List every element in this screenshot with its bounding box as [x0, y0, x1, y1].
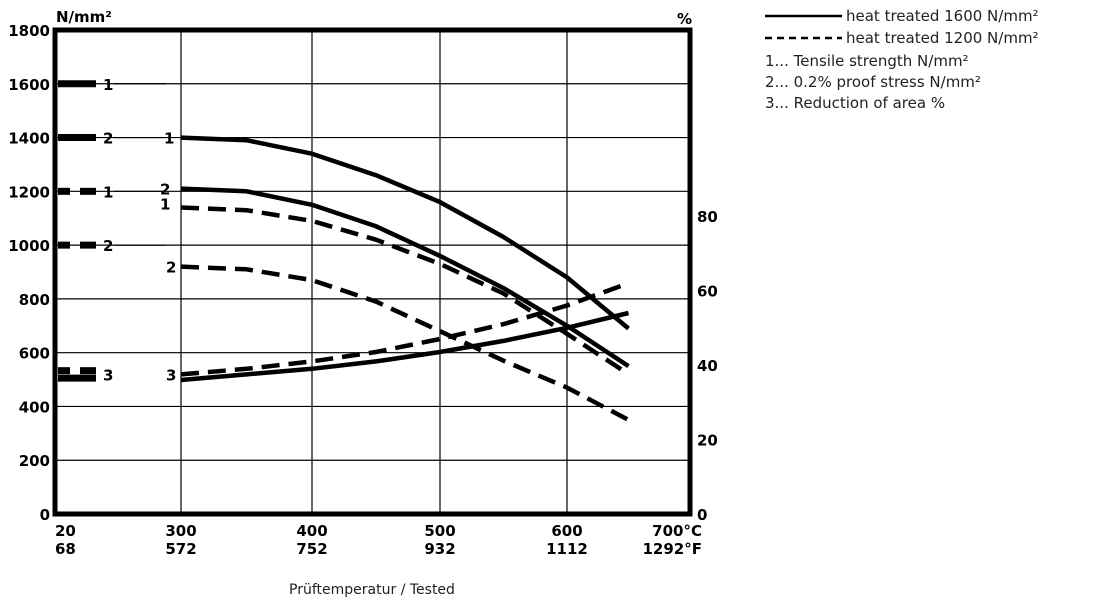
legend-key-2: 2... 0.2% proof stress N/mm²: [765, 73, 981, 91]
y-right-tick-label: 0: [697, 506, 707, 524]
x-tick-label-celsius: 20: [55, 522, 76, 540]
curve-label: 1: [160, 195, 170, 213]
x-tick-label-celsius: 600: [551, 522, 582, 540]
curve-label: 2: [166, 259, 176, 277]
x-tick-label-celsius: 700°C: [652, 522, 702, 540]
x-tick-label-fahrenheit: 752: [296, 540, 327, 558]
y-left-tick-label: 800: [19, 291, 50, 309]
x-tick-label-fahrenheit: 68: [55, 540, 76, 558]
y-left-tick-label: 600: [19, 345, 50, 363]
y-left-tick-label: 400: [19, 398, 50, 416]
room-temp-label: 3: [103, 366, 113, 384]
room-temp-label: 2: [103, 130, 113, 148]
room-temp-label: 1: [103, 183, 113, 201]
y-right-tick-label: 60: [697, 283, 718, 301]
series-line-1-dashed: [180, 205, 630, 377]
y-right-tick-label: 40: [697, 357, 718, 375]
room-temp-label: 1: [103, 76, 113, 94]
y-left-tick-label: 1200: [8, 183, 50, 201]
curve-label: 1: [164, 130, 174, 148]
plot-frame: [52, 27, 693, 517]
x-tick-label-fahrenheit: 1292°F: [643, 540, 703, 558]
legend: heat treated 1600 N/mm² heat treated 120…: [765, 7, 1039, 112]
series-line-2-solid: [180, 186, 630, 368]
x-tick-label-fahrenheit: 932: [424, 540, 455, 558]
y-left-tick-label: 1000: [8, 237, 50, 255]
y-left-tick-label: 1600: [8, 76, 50, 94]
series-line-3-dashed: [180, 281, 630, 377]
y-left-tick-label: 1400: [8, 130, 50, 148]
legend-key-3: 3... Reduction of area %: [765, 94, 945, 112]
x-tick-label-celsius: 500: [424, 522, 455, 540]
y-left-tick-label: 200: [19, 452, 50, 470]
series-group: [58, 80, 630, 422]
series-line-2-dashed: [180, 264, 630, 422]
x-tick-label-celsius: 400: [296, 522, 327, 540]
y-left-tick-label: 1800: [8, 22, 50, 40]
tick-labels: 0200400600800100012001400160018000204060…: [8, 22, 718, 558]
y-right-tick-label: 20: [697, 432, 718, 450]
grid: [55, 30, 690, 514]
right-unit-label: %: [677, 10, 692, 28]
y-left-tick-label: 0: [40, 506, 50, 524]
left-unit-label: N/mm²: [56, 8, 112, 26]
x-axis-label: Prüftemperatur / Tested: [289, 582, 455, 598]
legend-key-1: 1... Tensile strength N/mm²: [765, 52, 969, 70]
room-temp-label: 2: [103, 237, 113, 255]
series-line-1-solid: [180, 135, 630, 331]
legend-dashed-label: heat treated 1200 N/mm²: [846, 29, 1039, 47]
series-line-3-solid: [180, 310, 630, 383]
curve-label: 3: [166, 366, 176, 384]
legend-solid-label: heat treated 1600 N/mm²: [846, 7, 1039, 25]
curve-label: 2: [160, 181, 170, 199]
y-right-tick-label: 80: [697, 208, 718, 226]
x-tick-label-celsius: 300: [165, 522, 196, 540]
x-tick-label-fahrenheit: 572: [165, 540, 196, 558]
x-tick-label-fahrenheit: 1112: [546, 540, 588, 558]
